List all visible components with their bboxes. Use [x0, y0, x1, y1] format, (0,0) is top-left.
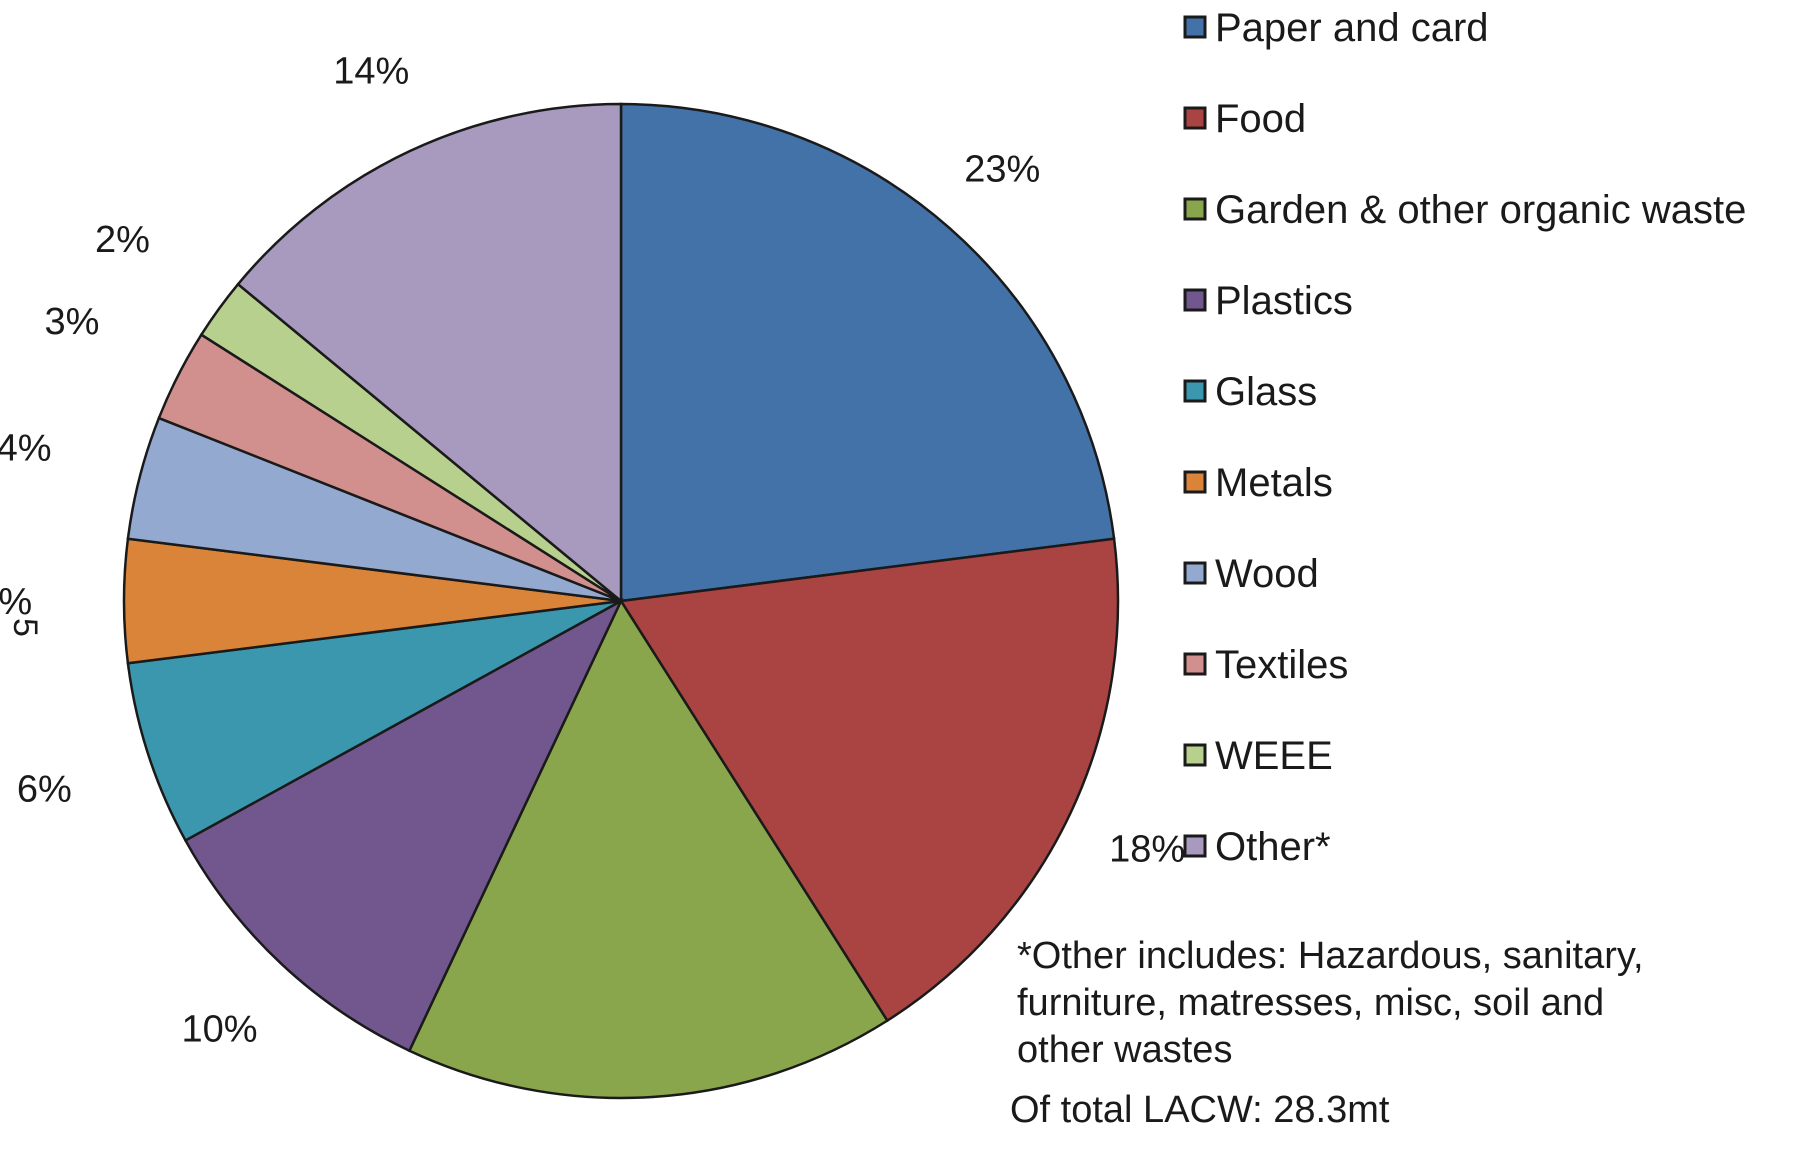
note-line-1: *Other includes: Hazardous, sanitary, — [1017, 935, 1644, 977]
pie-percent-labels: 23% 18% 16% 10% 6% 4% 4% 3% 2% 14% — [0, 50, 1185, 1163]
legend-label: Metals — [1215, 461, 1333, 505]
pie-slice-garden-other-organic-waste — [407, 598, 890, 1100]
legend-label: Glass — [1215, 370, 1317, 414]
pie-slice-food — [618, 537, 1120, 1023]
percent-label: 10% — [181, 1009, 257, 1051]
pie-slice-other — [236, 102, 623, 604]
percent-label: 16% — [619, 1156, 695, 1163]
pie-slice-paper-and-card — [619, 102, 1116, 603]
percent-label: 4% — [0, 581, 32, 623]
legend-swatch — [1183, 288, 1207, 312]
legend-label: Garden & other organic waste — [1215, 188, 1746, 232]
total-note: Of total LACW: 28.3mt — [1010, 1089, 1390, 1131]
percent-label: 4% — [0, 428, 52, 470]
legend-swatch — [1183, 652, 1207, 676]
percent-label: 2% — [95, 219, 150, 261]
legend-swatch — [1183, 379, 1207, 403]
pie-slice-glass — [126, 599, 622, 843]
legend-label: Wood — [1215, 552, 1319, 596]
percent-label: 3% — [44, 301, 99, 343]
legend-swatch — [1183, 561, 1207, 585]
pie-slices — [122, 102, 1120, 1100]
legend-swatch — [1183, 106, 1207, 130]
legend-label: Paper and card — [1215, 6, 1489, 50]
legend-swatch — [1183, 743, 1207, 767]
legend-label: Textiles — [1215, 643, 1348, 687]
note-line-2: furniture, matresses, misc, soil and — [1017, 982, 1604, 1024]
legend-label: Plastics — [1215, 279, 1353, 323]
legend-swatch — [1183, 470, 1207, 494]
legend-swatch — [1183, 834, 1207, 858]
legend-swatch — [1183, 15, 1207, 39]
percent-label: 23% — [964, 149, 1040, 191]
legend-swatch — [1183, 197, 1207, 221]
note-line-3: other wastes — [1017, 1029, 1232, 1071]
percent-label: 18% — [1109, 829, 1185, 871]
footnotes: *Other includes: Hazardous, sanitary, fu… — [1010, 935, 1644, 1131]
legend-label: WEEE — [1215, 734, 1333, 778]
legend: Paper and card Food Garden & other organic… — [1183, 6, 1746, 869]
pie-slice-plastics — [183, 598, 624, 1053]
page-number-mark: 5 — [6, 618, 44, 637]
legend-label: Other* — [1215, 825, 1331, 869]
percent-label: 6% — [17, 768, 72, 810]
legend-label: Food — [1215, 97, 1306, 141]
percent-label: 14% — [333, 50, 409, 92]
